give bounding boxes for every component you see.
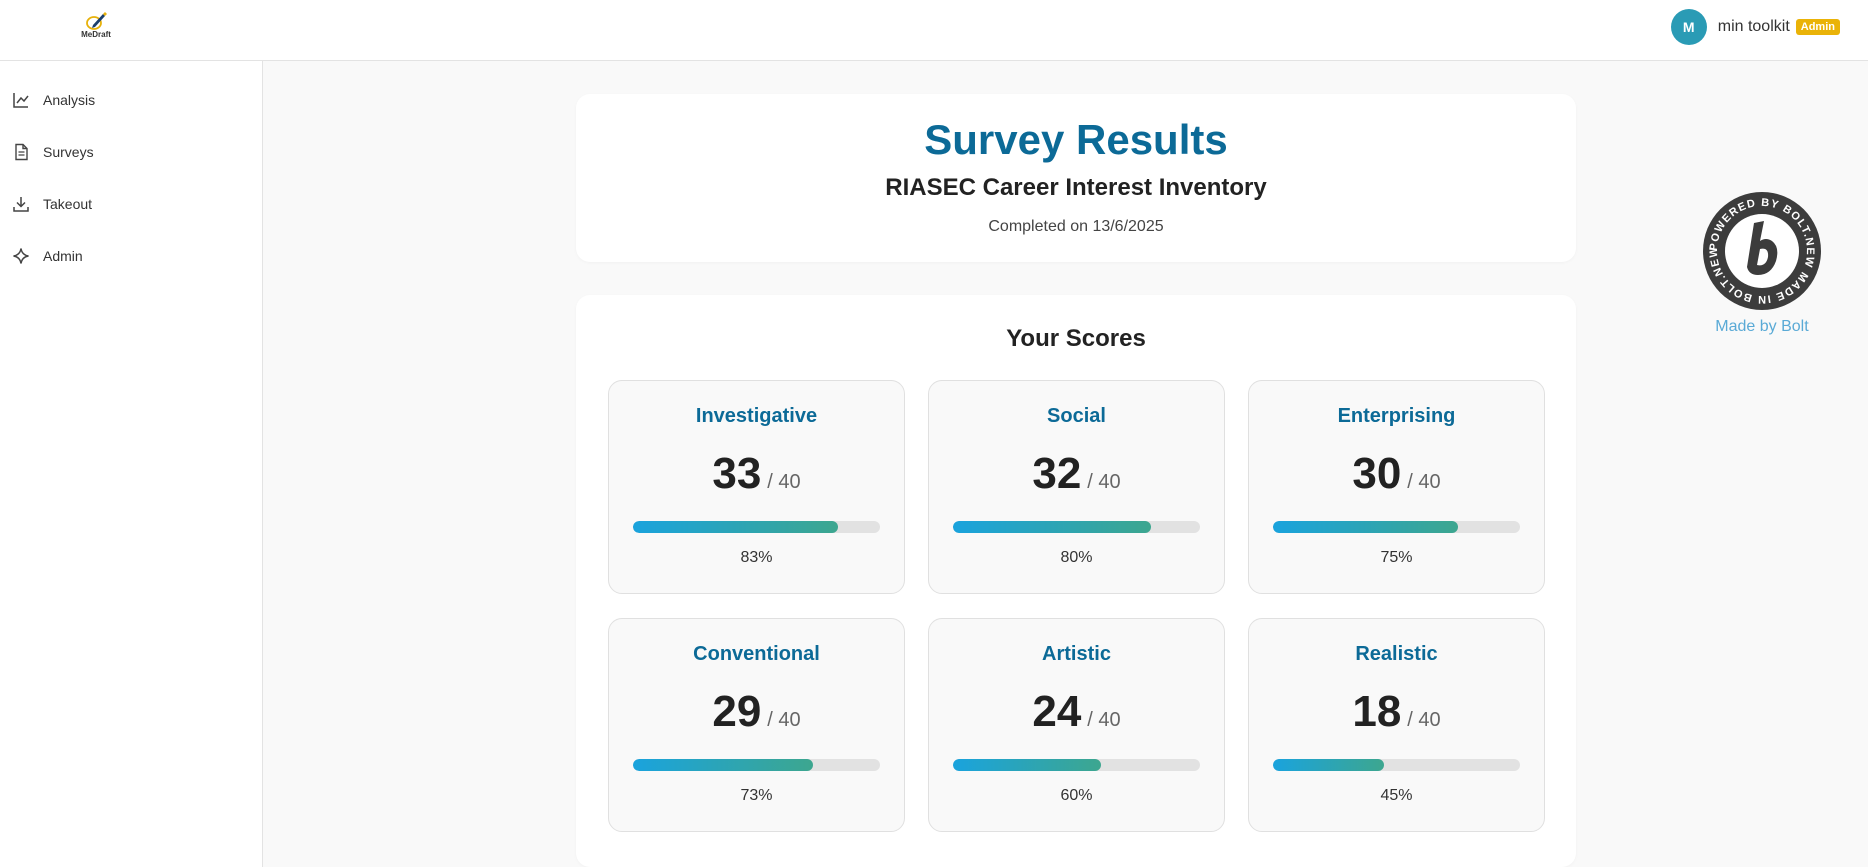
download-icon: [13, 197, 29, 212]
score-line: 18 / 40: [1249, 687, 1544, 737]
page-title: Survey Results: [924, 116, 1228, 163]
score-line: 30 / 40: [1249, 449, 1544, 499]
score-line: 24 / 40: [929, 687, 1224, 737]
scores-card: Your Scores Investigative 33 / 40 83% So…: [576, 295, 1576, 867]
score-value: 29: [712, 687, 762, 736]
role-badge: Admin: [1795, 19, 1840, 35]
app-logo[interactable]: MeDraft: [78, 10, 114, 44]
sidebar-item-label: Surveys: [43, 144, 94, 160]
top-bar: MeDraft M min toolkit Admin: [0, 0, 1868, 61]
score-value: 24: [1032, 687, 1082, 736]
bolt-b-icon: [1747, 221, 1778, 275]
made-by-bolt-link[interactable]: Made by Bolt: [1715, 318, 1809, 335]
score-percent: 60%: [1060, 787, 1093, 804]
user-menu[interactable]: M min toolkit Admin: [1670, 9, 1840, 45]
score-max: / 40: [1087, 709, 1121, 731]
score-percent: 83%: [740, 549, 773, 566]
sidebar-item-label: Analysis: [43, 92, 96, 108]
progress-bar-fill: [953, 759, 1102, 771]
score-max: / 40: [767, 709, 801, 731]
user-name: min toolkit: [1717, 18, 1790, 35]
progress-bar-fill: [1273, 521, 1459, 533]
score-name: Artistic: [1042, 643, 1111, 665]
score-percent: 80%: [1060, 549, 1093, 566]
survey-name: RIASEC Career Interest Inventory: [885, 174, 1267, 201]
progress-bar-fill: [633, 759, 814, 771]
score-card-social: Social 32 / 40 80%: [928, 380, 1225, 594]
score-max: / 40: [1407, 471, 1441, 493]
progress-bar-fill: [953, 521, 1151, 533]
sidebar: Analysis Surveys Takeout Admin: [0, 61, 263, 867]
sidebar-item-takeout[interactable]: Takeout: [12, 195, 92, 213]
score-line: 32 / 40: [929, 449, 1224, 499]
score-card-artistic: Artistic 24 / 40 60%: [928, 618, 1225, 832]
progress-bar: [953, 521, 1200, 533]
sidebar-item-surveys[interactable]: Surveys: [12, 143, 94, 161]
score-value: 32: [1032, 449, 1082, 498]
score-value: 33: [712, 449, 762, 498]
score-name: Conventional: [693, 643, 820, 665]
progress-bar-fill: [1273, 759, 1385, 771]
document-icon: [15, 143, 28, 161]
score-name: Enterprising: [1337, 405, 1456, 427]
score-name: Realistic: [1355, 643, 1438, 665]
score-card-investigative: Investigative 33 / 40 83%: [608, 380, 905, 594]
logo-text: MeDraft: [81, 30, 111, 39]
sidebar-item-label: Admin: [43, 248, 83, 264]
sparkle-icon: [13, 248, 29, 264]
score-card-enterprising: Enterprising 30 / 40 75%: [1248, 380, 1545, 594]
sidebar-item-admin[interactable]: Admin: [12, 247, 83, 265]
score-percent: 45%: [1380, 787, 1413, 804]
score-line: 33 / 40: [609, 449, 904, 499]
score-percent: 73%: [740, 787, 773, 804]
score-max: / 40: [1407, 709, 1441, 731]
score-name: Investigative: [695, 405, 818, 427]
progress-bar: [633, 759, 880, 771]
pen-logo-icon: [86, 12, 107, 30]
score-card-conventional: Conventional 29 / 40 73%: [608, 618, 905, 832]
progress-bar: [1273, 521, 1520, 533]
score-name: Social: [1047, 405, 1106, 427]
chart-line-icon: [13, 93, 29, 108]
score-card-realistic: Realistic 18 / 40 45%: [1248, 618, 1545, 832]
completion-date: Completed on 13/6/2025: [988, 218, 1164, 235]
sidebar-item-analysis[interactable]: Analysis: [12, 91, 95, 109]
avatar[interactable]: M: [1670, 9, 1707, 45]
progress-bar: [1273, 759, 1520, 771]
scores-title: Your Scores: [1006, 325, 1146, 352]
score-value: 18: [1352, 687, 1402, 736]
progress-bar: [633, 521, 880, 533]
score-value: 30: [1352, 449, 1402, 498]
score-percent: 75%: [1380, 549, 1413, 566]
results-header-card: Survey Results RIASEC Career Interest In…: [576, 94, 1576, 262]
progress-bar-fill: [633, 521, 838, 533]
sidebar-item-label: Takeout: [43, 196, 93, 212]
score-line: 29 / 40: [609, 687, 904, 737]
bolt-badge[interactable]: POWERED BY BOLT.NEW MADE IN BOLT.NEW: [1702, 191, 1822, 311]
progress-bar: [953, 759, 1200, 771]
score-max: / 40: [767, 471, 801, 493]
score-max: / 40: [1087, 471, 1121, 493]
